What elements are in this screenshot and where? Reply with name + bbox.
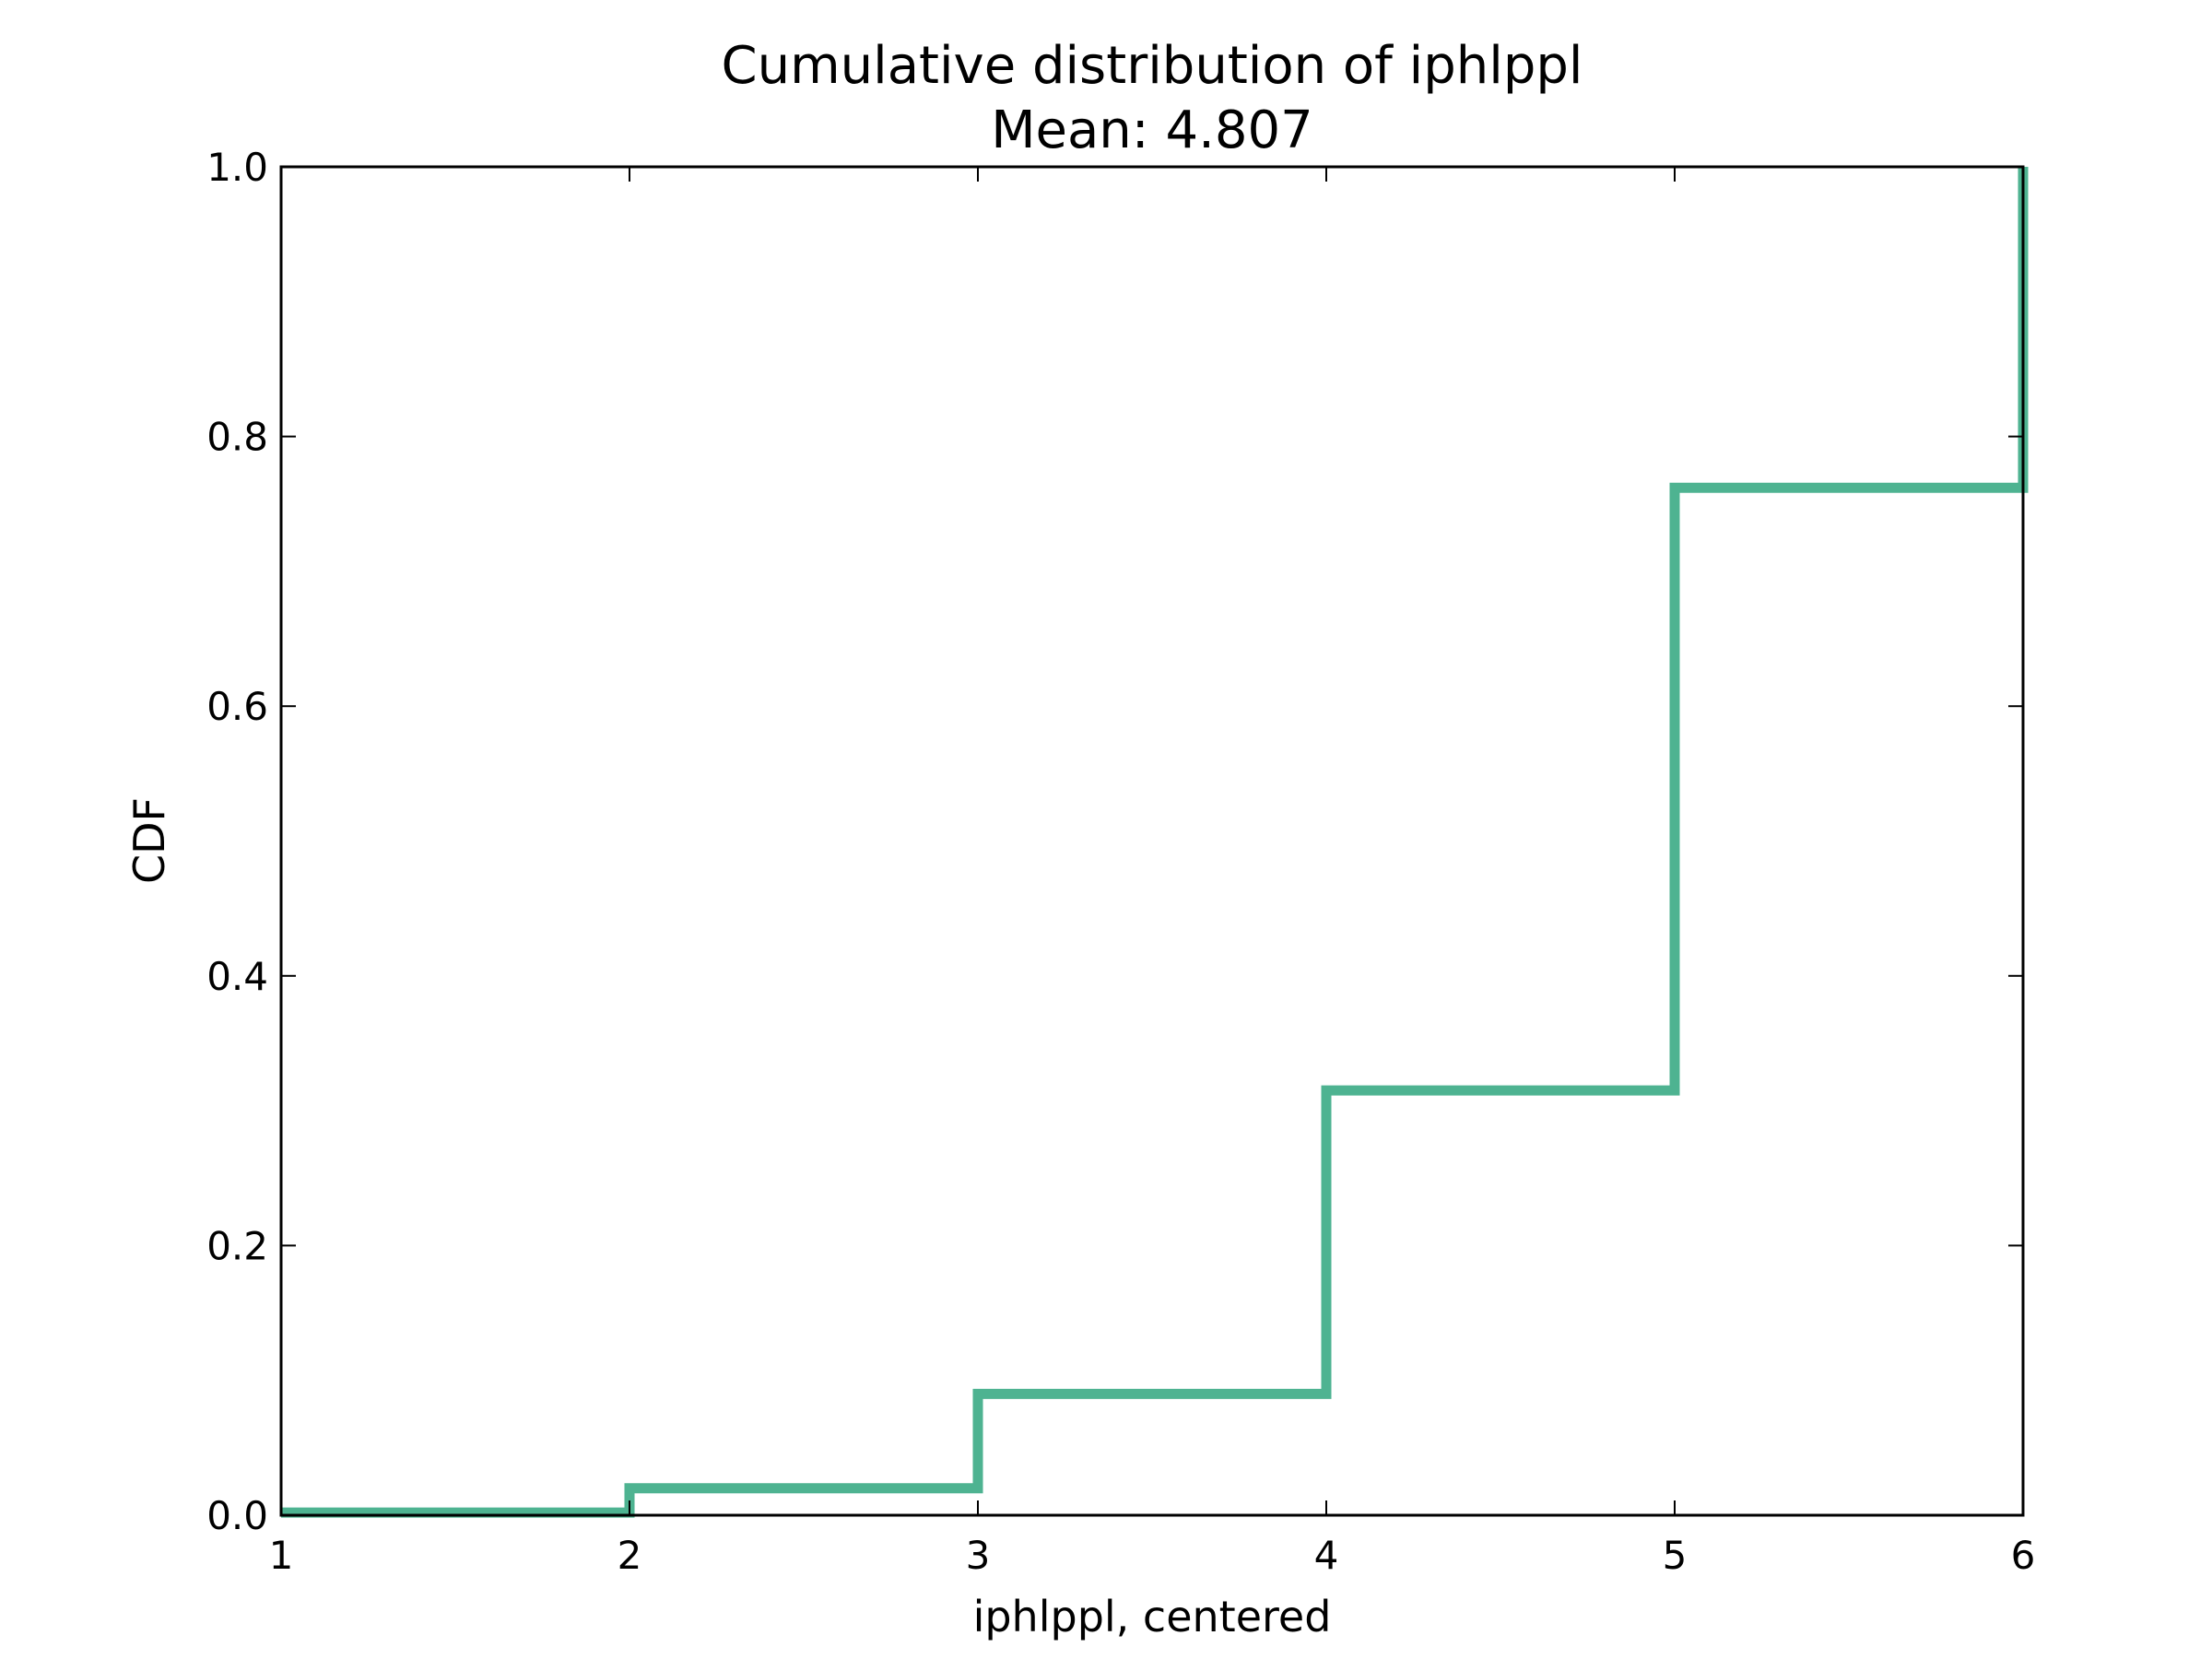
y-tick-label: 0.8	[206, 415, 268, 460]
x-tick-label: 3	[966, 1533, 991, 1578]
y-tick-label: 1.0	[206, 145, 268, 190]
y-axis-label: CDF	[124, 797, 174, 884]
x-tick-label: 1	[269, 1533, 294, 1578]
chart-title: Cumulative distribution of iphlppl	[722, 36, 1583, 96]
x-tick-label: 6	[2011, 1533, 2036, 1578]
y-tick-label: 0.6	[206, 684, 268, 729]
plot-frame	[279, 165, 2025, 1517]
x-tick-label: 2	[618, 1533, 642, 1578]
chart-subtitle: Mean: 4.807	[991, 100, 1313, 160]
y-tick-label: 0.4	[206, 954, 268, 999]
y-tick-label: 0.0	[206, 1493, 268, 1538]
x-axis-label: iphlppl, centered	[973, 1592, 1332, 1641]
x-tick-label: 4	[1314, 1533, 1339, 1578]
axis-ticks: 1 2 3 4 5 6 0.0 0.2 0.4 0.6 0.8 1.0	[206, 145, 2035, 1578]
y-tick-label: 0.2	[206, 1223, 268, 1268]
cdf-step-line-0	[281, 167, 2029, 1518]
x-tick-label: 5	[1663, 1533, 1688, 1578]
plot-area	[281, 167, 2029, 1518]
